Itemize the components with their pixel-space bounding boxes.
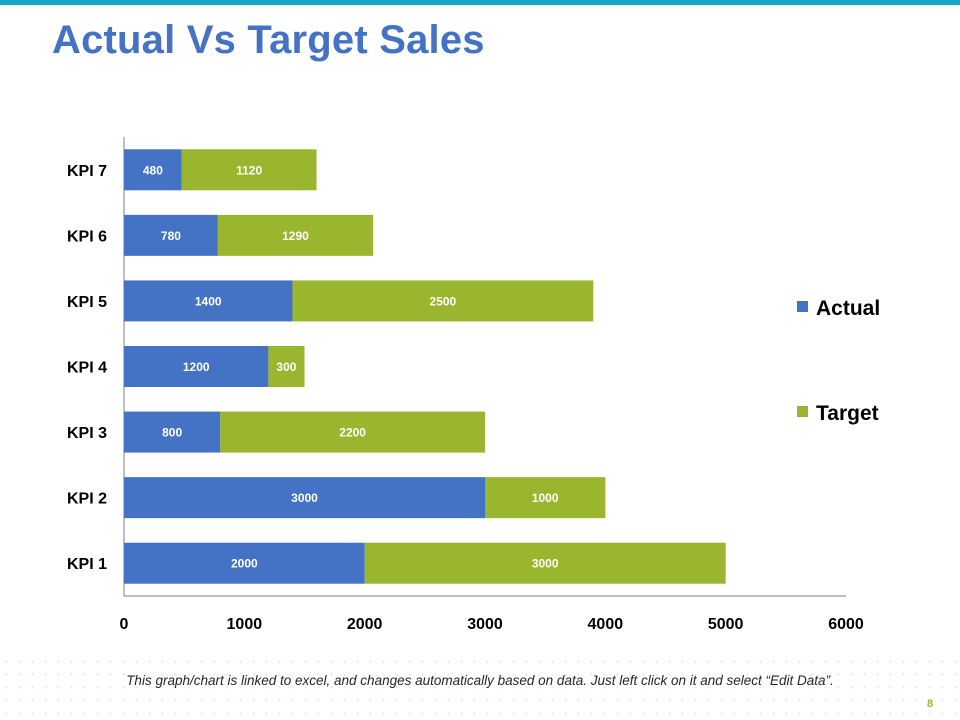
bar-actual [124,542,365,584]
bar-actual [124,214,218,256]
bar-target [220,411,485,453]
data-label-actual: 2000 [231,557,258,571]
legend-swatch-target [797,406,808,417]
x-tick-label: 5000 [708,616,744,633]
top-accent-bar [0,0,960,5]
legend-label-actual: Actual [816,297,880,320]
legend-swatch-actual [797,301,808,312]
data-label-actual: 1200 [183,360,210,374]
data-label-actual: 800 [162,426,182,440]
dotted-footer-pattern [0,655,960,720]
bar-actual [124,477,485,519]
bar-target [181,149,317,191]
data-label-actual: 480 [143,163,163,177]
x-tick-label: 6000 [828,616,864,633]
x-tick-label: 2000 [347,616,383,633]
y-category-label: KPI 2 [67,491,107,508]
y-category-label: KPI 1 [67,556,107,573]
slide-title: Actual Vs Target Sales [52,18,485,62]
data-label-actual: 1400 [195,294,222,308]
data-label-actual: 3000 [291,491,318,505]
data-label-target: 1290 [282,229,309,243]
bar-actual [124,149,182,191]
bar-target [292,280,594,322]
data-label-target: 2200 [339,426,366,440]
data-label-target: 300 [276,360,296,374]
page-number: 8 [927,698,934,710]
x-tick-label: 4000 [588,616,624,633]
data-label-actual: 780 [161,229,181,243]
y-category-label: KPI 3 [67,425,107,442]
legend-label-target: Target [816,402,879,425]
y-category-label: KPI 4 [67,360,107,377]
x-tick-label: 1000 [227,616,263,633]
bar-target [217,214,374,256]
chart-footnote: This graph/chart is linked to excel, and… [126,673,834,688]
y-category-label: KPI 5 [67,294,107,311]
data-label-target: 1000 [532,491,559,505]
bar-actual [124,411,221,453]
bar-target [364,542,726,584]
bar-target [485,477,606,519]
bar-actual [124,280,293,322]
data-label-target: 3000 [532,557,559,571]
x-tick-label: 0 [120,616,129,633]
x-tick-label: 3000 [467,616,503,633]
y-category-label: KPI 7 [67,163,107,180]
data-label-target: 1120 [236,163,262,177]
bar-actual [124,346,269,387]
bar-target [268,346,305,387]
y-category-label: KPI 6 [67,228,107,245]
data-label-target: 2500 [430,294,457,308]
